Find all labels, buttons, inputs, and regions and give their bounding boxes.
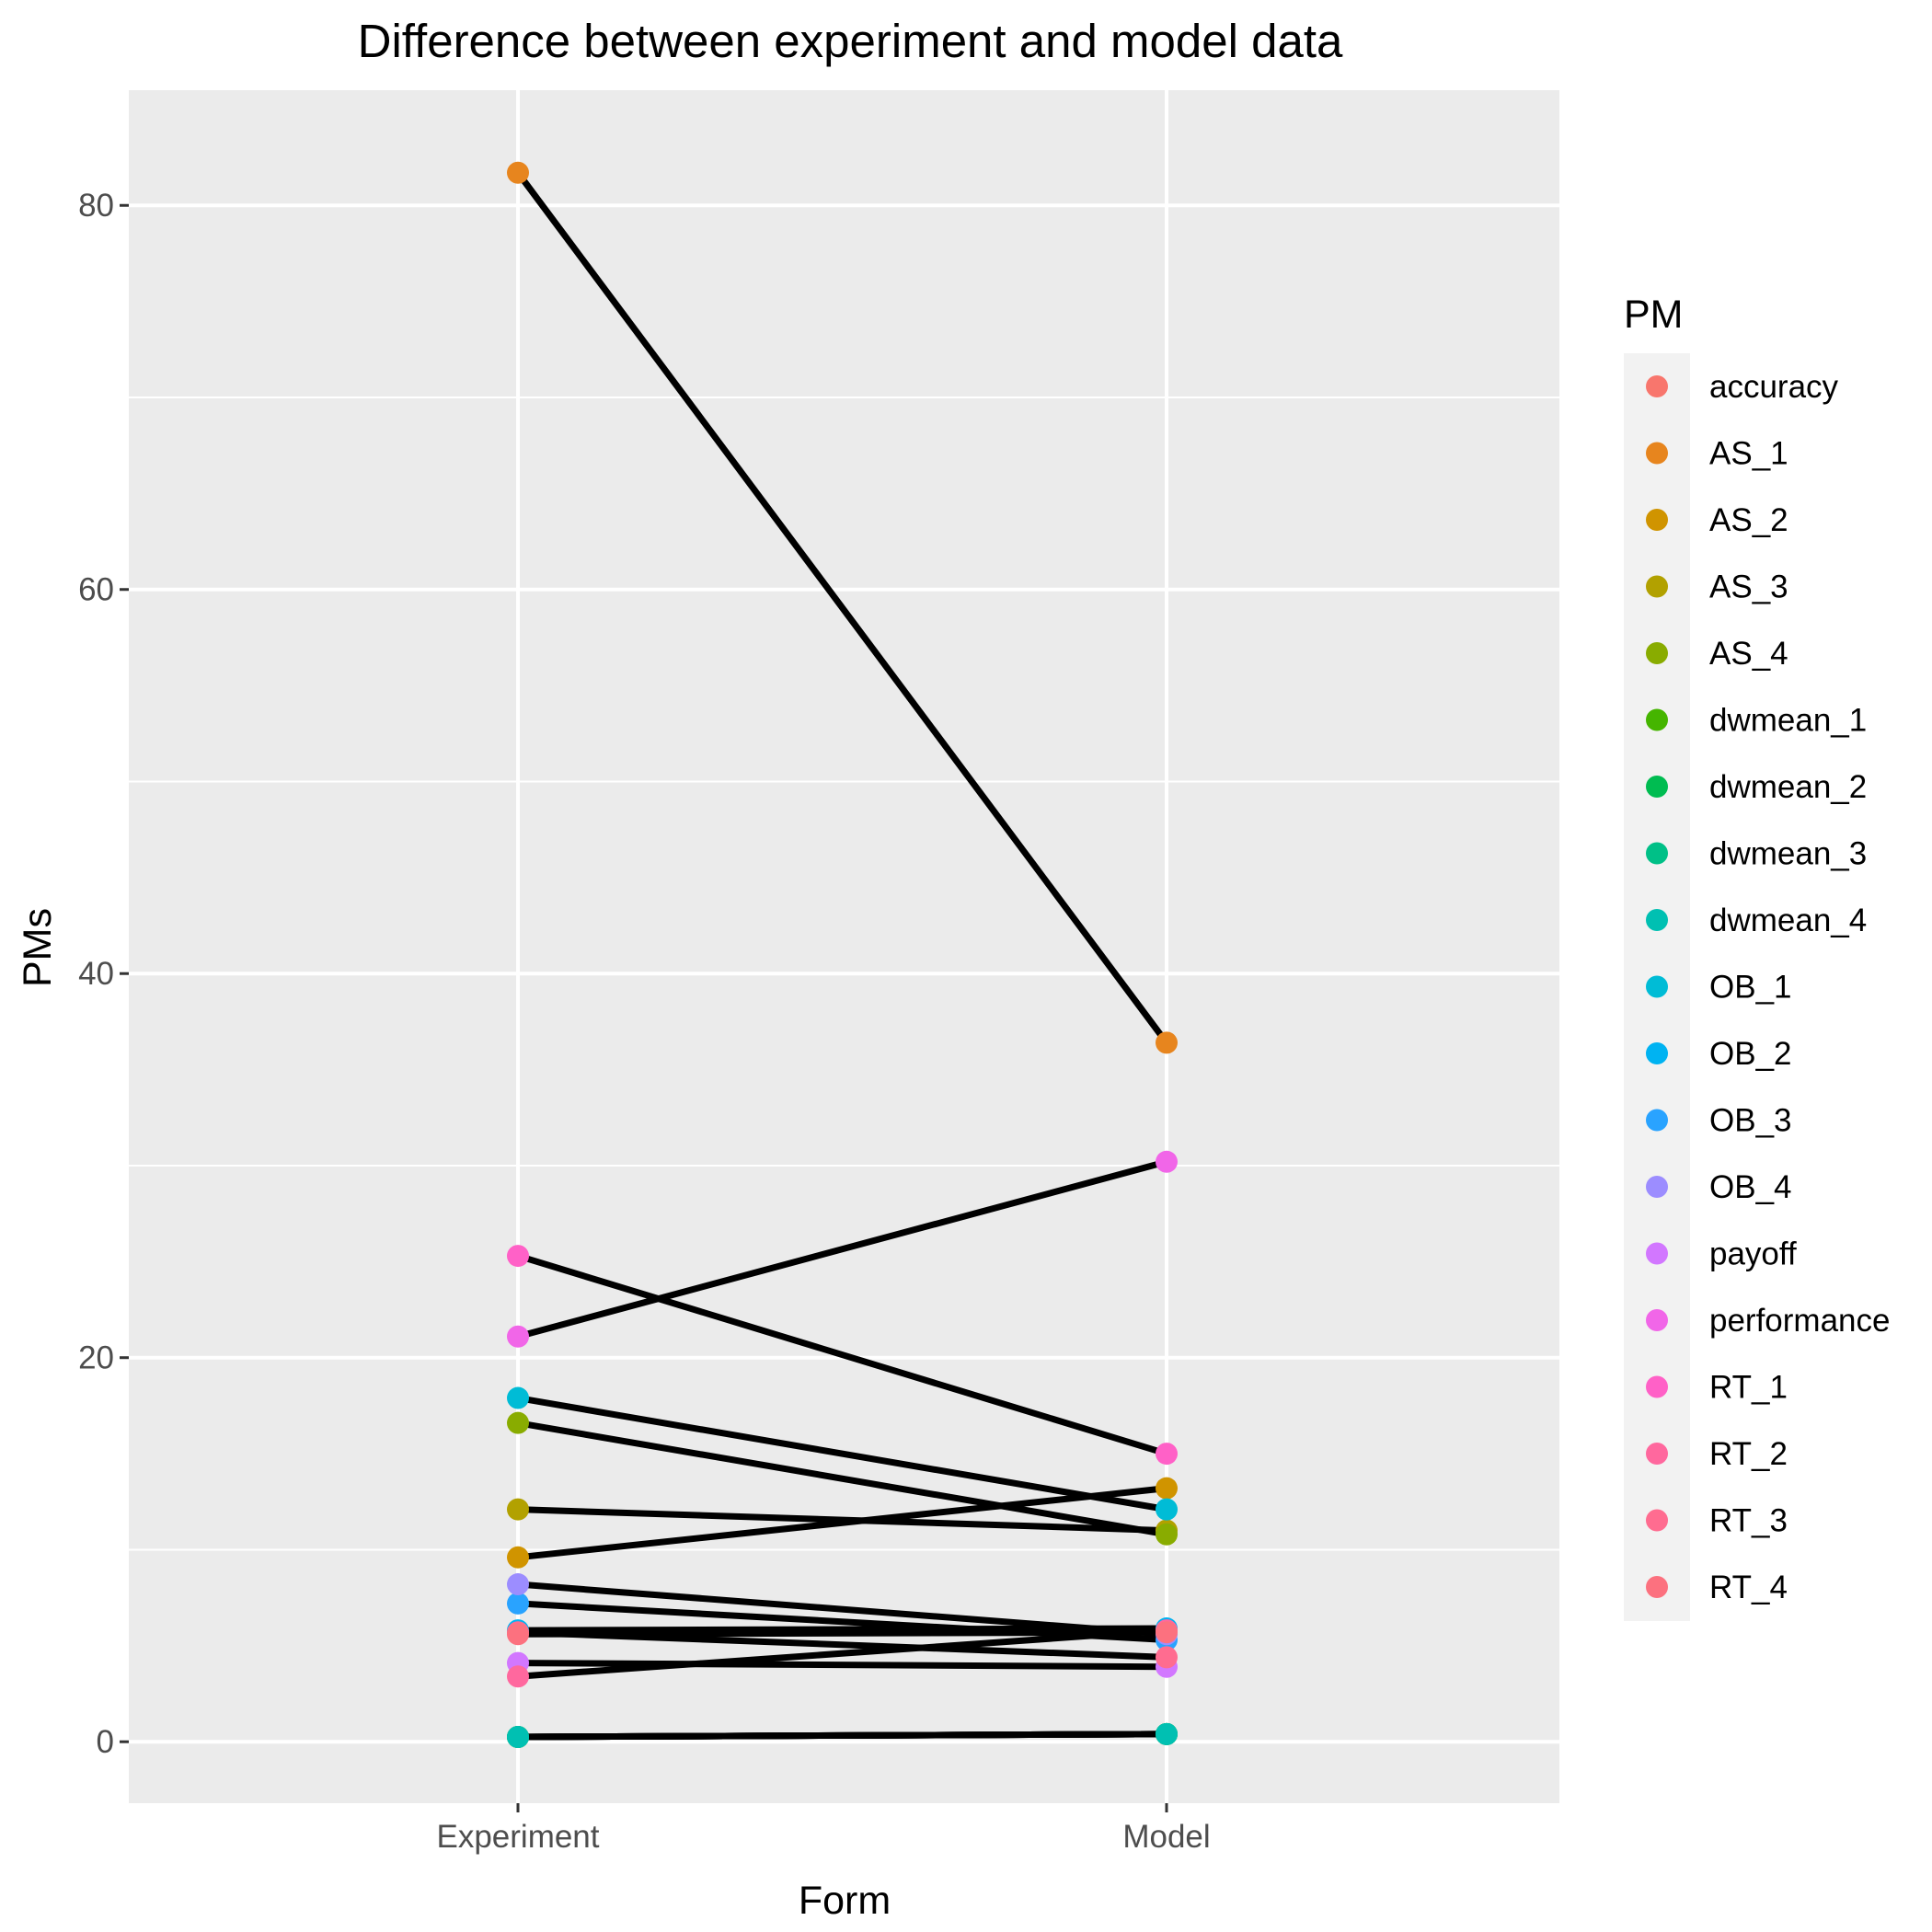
legend-label: OB_2 (1709, 1036, 1792, 1072)
data-point (507, 1725, 529, 1748)
series-line (517, 1627, 1167, 1680)
legend-key (1646, 442, 1668, 465)
y-tick-label: 0 (97, 1724, 114, 1760)
plot-panel (129, 90, 1559, 1803)
legend-items: accuracy AS_1 AS_2 AS_3 AS_4 dwmean_1 dwmean_2… (1646, 369, 1890, 1605)
series-line (517, 1158, 1167, 1340)
legend-key (1646, 575, 1668, 598)
data-point (1156, 1646, 1178, 1669)
series-points (507, 161, 1178, 1748)
legend-key (1646, 708, 1668, 731)
y-axis-title: PMs (16, 908, 60, 987)
legend-title: PM (1624, 293, 1684, 337)
series-line (517, 1395, 1167, 1513)
legend-label: RT_1 (1709, 1370, 1788, 1406)
data-point (1156, 1477, 1178, 1500)
data-point (507, 1325, 529, 1348)
legend-label: AS_4 (1709, 636, 1788, 672)
data-point (507, 1386, 529, 1409)
data-point (507, 1623, 529, 1646)
legend-label: payoff (1709, 1236, 1797, 1272)
data-point (507, 1665, 529, 1688)
data-point (507, 1498, 529, 1521)
series-line (517, 1506, 1167, 1535)
series-line (517, 1581, 1167, 1638)
series-line (517, 1731, 1167, 1741)
series-line (516, 1252, 1168, 1457)
x-axis: Experiment Model (436, 1803, 1211, 1855)
y-tick-label: 60 (78, 572, 114, 608)
legend-key (1646, 375, 1668, 397)
legend-label: OB_4 (1709, 1169, 1792, 1205)
legend-label: dwmean_4 (1709, 903, 1867, 938)
legend-label: AS_3 (1709, 569, 1788, 605)
legend-label: dwmean_3 (1709, 836, 1867, 872)
legend-label: AS_1 (1709, 436, 1788, 472)
data-point (507, 1546, 529, 1569)
legend-key (1646, 1375, 1668, 1398)
legend-label: performance (1709, 1303, 1890, 1339)
legend-label: accuracy (1709, 369, 1839, 405)
legend-key (1646, 509, 1668, 531)
series-line (517, 1660, 1167, 1671)
data-point (1156, 1722, 1178, 1745)
series-line (517, 1628, 1167, 1638)
data-point (1156, 1498, 1178, 1521)
x-axis-title: Form (799, 1879, 891, 1923)
data-point (507, 1245, 529, 1268)
legend-key (1646, 1509, 1668, 1532)
data-point (1156, 1523, 1178, 1546)
chart-title: Difference between experiment and model … (358, 15, 1343, 67)
legend-key (1646, 1242, 1668, 1265)
minor-gridlines (129, 396, 1559, 1551)
legend-key (1646, 1176, 1668, 1198)
legend-key (1646, 1576, 1668, 1598)
legend-key (1646, 776, 1668, 798)
y-axis: 0 20 40 60 80 (78, 188, 129, 1760)
legend-key (1646, 1443, 1668, 1465)
legend-key (1646, 975, 1668, 998)
legend-key (1646, 909, 1668, 931)
legend-label: RT_2 (1709, 1436, 1788, 1472)
data-point (1156, 1031, 1178, 1054)
y-tick-label: 80 (78, 188, 114, 224)
data-point (507, 161, 529, 184)
legend-label: dwmean_2 (1709, 769, 1867, 805)
legend-key (1646, 642, 1668, 664)
x-tick-label: Experiment (436, 1819, 599, 1855)
legend-label: AS_2 (1709, 502, 1788, 538)
legend-label: OB_1 (1709, 970, 1792, 1006)
data-point (1156, 1443, 1178, 1466)
legend: PM accuracy AS_1 AS_2 AS_3 AS_4 dwmean_1dwmea… (1624, 293, 1890, 1621)
legend-label: RT_3 (1709, 1503, 1788, 1539)
series-line (515, 170, 1169, 1045)
legend-label: OB_3 (1709, 1103, 1792, 1139)
series-line (517, 1420, 1167, 1538)
legend-label: RT_4 (1709, 1570, 1788, 1605)
x-tick-label: Model (1122, 1819, 1210, 1855)
data-point (507, 1411, 529, 1434)
legend-key (1646, 842, 1668, 865)
data-point (1156, 1621, 1178, 1644)
series-lines (515, 170, 1169, 1741)
data-point (1156, 1150, 1178, 1173)
y-tick-label: 20 (78, 1340, 114, 1376)
data-point (507, 1573, 529, 1596)
legend-label: dwmean_1 (1709, 703, 1867, 739)
legend-key (1646, 1309, 1668, 1331)
data-point (507, 1592, 529, 1615)
legend-key (1646, 1042, 1668, 1064)
legend-key (1646, 1109, 1668, 1132)
y-tick-label: 40 (78, 956, 114, 992)
